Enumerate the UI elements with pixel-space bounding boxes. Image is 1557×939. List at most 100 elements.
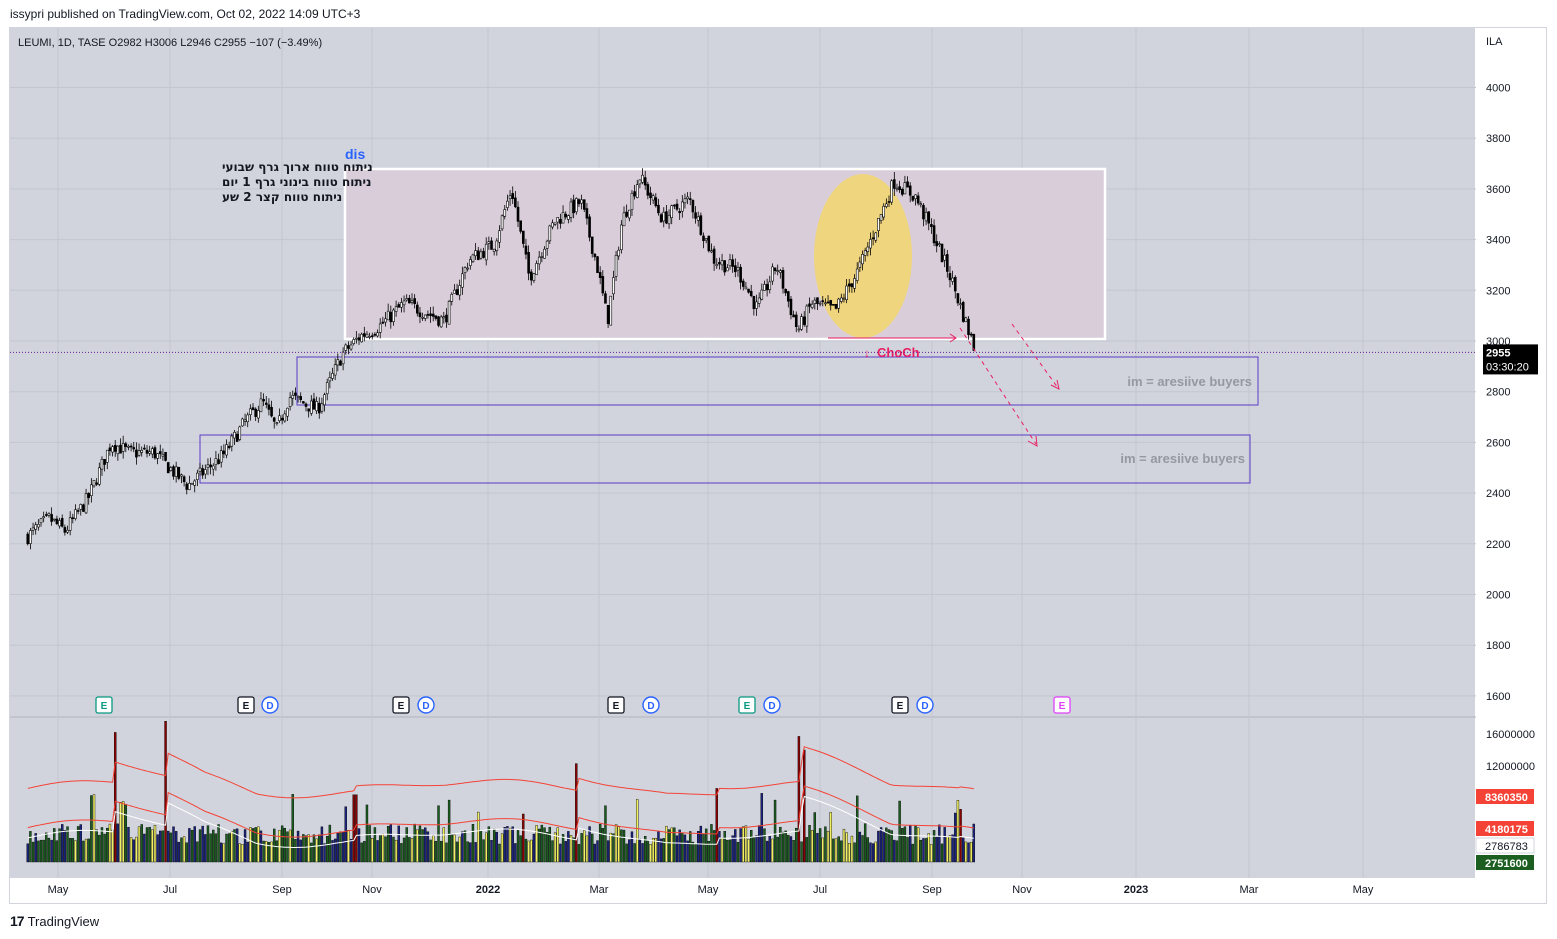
candle-body <box>182 476 186 483</box>
candle-body <box>620 224 623 251</box>
candle-body <box>771 266 774 282</box>
candle-body <box>612 277 615 295</box>
volume-bar <box>787 835 790 863</box>
volume-bar <box>591 833 594 863</box>
candle-body <box>355 337 358 340</box>
candle-body <box>66 529 69 533</box>
candle-body <box>720 260 724 266</box>
volume-bar <box>893 839 896 863</box>
volume-bar <box>636 799 639 863</box>
candle-body <box>471 254 475 262</box>
volume-bar <box>485 832 488 863</box>
volume-bar <box>667 829 671 863</box>
volume-bar <box>853 842 856 863</box>
candle-body <box>824 302 827 305</box>
candle-body <box>834 303 838 309</box>
volume-bar <box>681 832 684 863</box>
candle-body <box>275 422 279 424</box>
candle-body <box>678 211 681 214</box>
candle-body <box>601 276 605 294</box>
volume-bar <box>201 825 204 863</box>
volume-bar <box>344 806 347 863</box>
candle-body <box>969 333 973 336</box>
candle-body <box>704 238 708 241</box>
earnings-marker-icon <box>607 696 625 714</box>
candle-body <box>193 480 197 486</box>
chart-frame[interactable] <box>9 27 1547 904</box>
volume-bar <box>803 749 806 863</box>
volume-bar <box>895 840 899 863</box>
candle-body <box>434 315 438 319</box>
earnings-marker-label: E <box>744 701 751 712</box>
candle-body <box>543 248 546 259</box>
volume-bar <box>760 793 764 863</box>
volume-bar <box>575 763 578 863</box>
candle-body <box>585 208 589 219</box>
volume-bar <box>789 836 793 863</box>
candle-body <box>959 303 962 306</box>
candle-body <box>736 267 740 271</box>
candle-body <box>625 211 628 217</box>
volume-bar <box>278 830 281 863</box>
candle-body <box>628 209 631 219</box>
volume-bar <box>948 835 952 863</box>
volume-bar <box>161 830 165 863</box>
candle-body <box>630 192 634 210</box>
footer-brand[interactable]: 17 TradingView <box>10 913 99 929</box>
x-tick-label: Mar <box>590 884 609 896</box>
candle-body <box>808 303 811 307</box>
candle-body <box>943 254 946 261</box>
candle-body <box>622 212 626 227</box>
candle-body <box>961 302 965 322</box>
volume-bar <box>553 832 557 863</box>
candle-body <box>718 262 721 265</box>
earnings-marker-label: E <box>613 701 620 712</box>
volume-bar <box>267 842 271 863</box>
candle-body <box>37 524 40 528</box>
volume-bar <box>569 835 573 863</box>
volume-bar <box>273 828 276 863</box>
candle-body <box>262 399 265 402</box>
volume-bar <box>42 839 45 863</box>
candle-body <box>829 300 833 306</box>
candle-body <box>577 199 581 205</box>
volume-bar <box>723 831 726 863</box>
candle-body <box>431 313 435 317</box>
volume-bar <box>763 828 766 863</box>
candle-body <box>39 518 43 524</box>
candle-body <box>280 417 284 421</box>
candle-body <box>347 345 350 349</box>
volume-bar <box>771 838 774 863</box>
candle-body <box>855 268 859 281</box>
volume-bar <box>61 824 64 863</box>
candle-body <box>816 297 819 304</box>
candle-body <box>320 403 324 412</box>
candle-body <box>651 195 655 201</box>
candle-body <box>879 214 883 221</box>
volume-bar <box>903 826 907 863</box>
volume-bar <box>135 836 138 863</box>
volume-bar <box>744 825 748 863</box>
candle-body <box>686 196 689 200</box>
plot-background <box>10 28 1475 878</box>
volume-bar <box>824 826 827 863</box>
candle-body <box>906 181 909 188</box>
candle-body <box>593 253 597 258</box>
candle-body <box>124 443 128 447</box>
volume-bar <box>137 826 141 863</box>
volume-bar <box>204 834 207 863</box>
volume-bar <box>596 840 599 863</box>
volume-bar <box>551 840 554 863</box>
candle-body <box>384 318 387 323</box>
volume-bar <box>114 732 117 863</box>
candle-body <box>227 445 231 449</box>
volume-bar <box>561 834 565 863</box>
volume-bar <box>233 829 236 863</box>
volume-bar <box>834 838 838 863</box>
candle-body <box>174 466 178 477</box>
candle-body <box>151 448 154 455</box>
candle-body <box>426 314 430 316</box>
y-tick-label: 4000 <box>1486 83 1510 95</box>
volume-value-tag <box>1476 789 1534 804</box>
